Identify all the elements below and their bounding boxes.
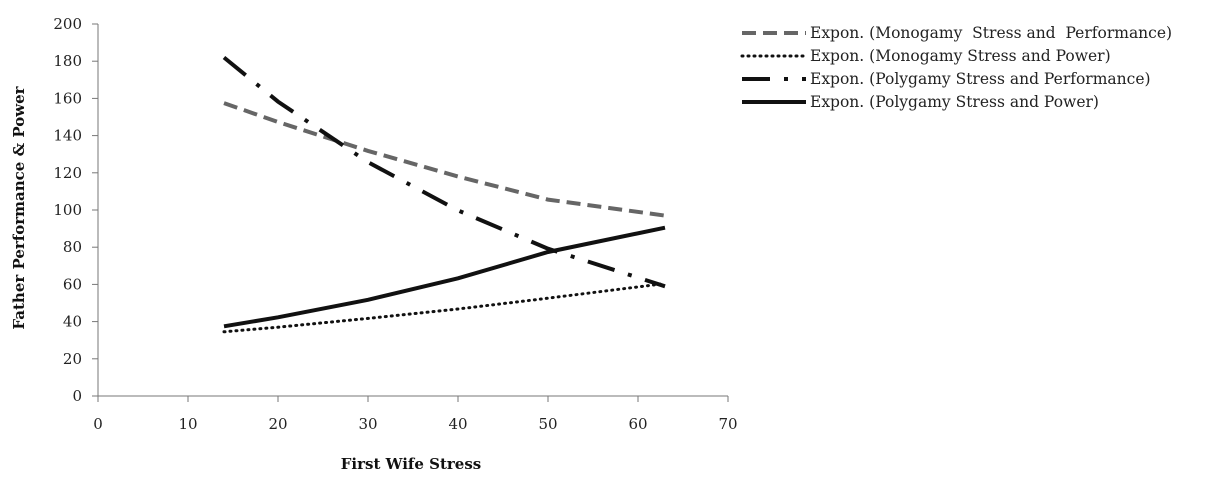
series-line-2 <box>222 282 667 334</box>
y-axis-title: Father Performance & Power <box>10 85 28 329</box>
legend: Expon. (Monogamy Stress and Performance)… <box>740 24 1172 111</box>
x-axis-title: First Wife Stress <box>341 455 481 473</box>
series-line-4 <box>223 225 666 329</box>
y-tick-label: 200 <box>53 15 82 33</box>
axes <box>92 23 729 402</box>
y-tick-label: 180 <box>53 52 82 70</box>
legend-label: Expon. (Polygamy Stress and Performance) <box>810 70 1151 88</box>
y-tick-label: 20 <box>63 350 82 368</box>
y-tick-label: 60 <box>63 275 82 293</box>
x-tick-label: 0 <box>93 415 103 433</box>
series-line-1 <box>223 101 666 218</box>
series-lines <box>222 55 667 334</box>
y-tick-label: 160 <box>53 89 82 107</box>
x-tick-label: 10 <box>178 415 197 433</box>
x-tick-label: 30 <box>358 415 377 433</box>
x-tick-label: 40 <box>448 415 467 433</box>
x-tick-label: 60 <box>628 415 647 433</box>
y-tick-label: 120 <box>53 164 82 182</box>
y-tick-labels: 0 20 40 60 80 100 120 140 160 180 200 <box>53 15 82 405</box>
legend-label: Expon. (Monogamy Stress and Power) <box>810 47 1111 65</box>
y-tick-label: 100 <box>53 201 82 219</box>
legend-label: Expon. (Polygamy Stress and Power) <box>810 93 1099 111</box>
x-tick-label: 50 <box>538 415 557 433</box>
x-tick-label: 20 <box>268 415 287 433</box>
x-tick-labels: 0 10 20 30 40 50 60 70 <box>93 415 737 433</box>
y-tick-label: 80 <box>63 238 82 256</box>
y-tick-label: 40 <box>63 313 82 331</box>
legend-label: Expon. (Monogamy Stress and Performance) <box>810 24 1172 42</box>
y-tick-label: 140 <box>53 127 82 145</box>
y-tick-label: 0 <box>72 387 82 405</box>
x-tick-label: 70 <box>718 415 737 433</box>
